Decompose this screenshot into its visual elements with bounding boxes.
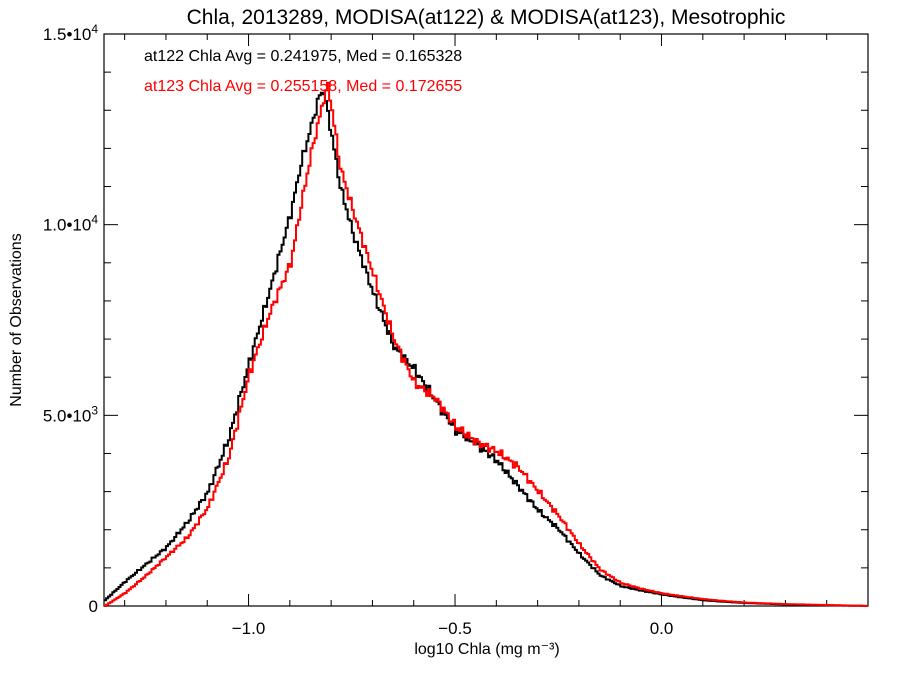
x-tick-label: 0.0: [650, 619, 674, 638]
y-tick-label: 1.0•104: [43, 213, 99, 235]
annotation-text: at123 Chla Avg = 0.255158, Med = 0.17265…: [144, 78, 462, 95]
x-axis-label: log10 Chla (mg m⁻³): [414, 641, 559, 658]
y-axis-label: Number of Observations: [8, 233, 25, 406]
y-tick-label: 1.5•104: [43, 22, 99, 44]
series-layer: [104, 81, 868, 607]
y-axis-ticks: 0 5.0•103 1.0•104 1.5•104: [43, 22, 868, 616]
plot-frame: [103, 33, 869, 607]
x-tick-label: −0.5: [438, 619, 472, 638]
series-line: [104, 81, 868, 607]
chart-title: Chla, 2013289, MODISA(at122) & MODISA(at…: [187, 6, 786, 29]
series-line: [104, 91, 868, 607]
annotation-text: at122 Chla Avg = 0.241975, Med = 0.16532…: [144, 48, 462, 65]
x-tick-label: −1.0: [232, 619, 266, 638]
x-axis-ticks: −1.0 −0.5 0.0: [124, 34, 828, 638]
plot-area: [103, 33, 869, 607]
y-tick-label: 0: [89, 597, 98, 616]
y-tick-label: 5.0•103: [43, 403, 99, 425]
annotations: at122 Chla Avg = 0.241975, Med = 0.16532…: [144, 48, 462, 95]
